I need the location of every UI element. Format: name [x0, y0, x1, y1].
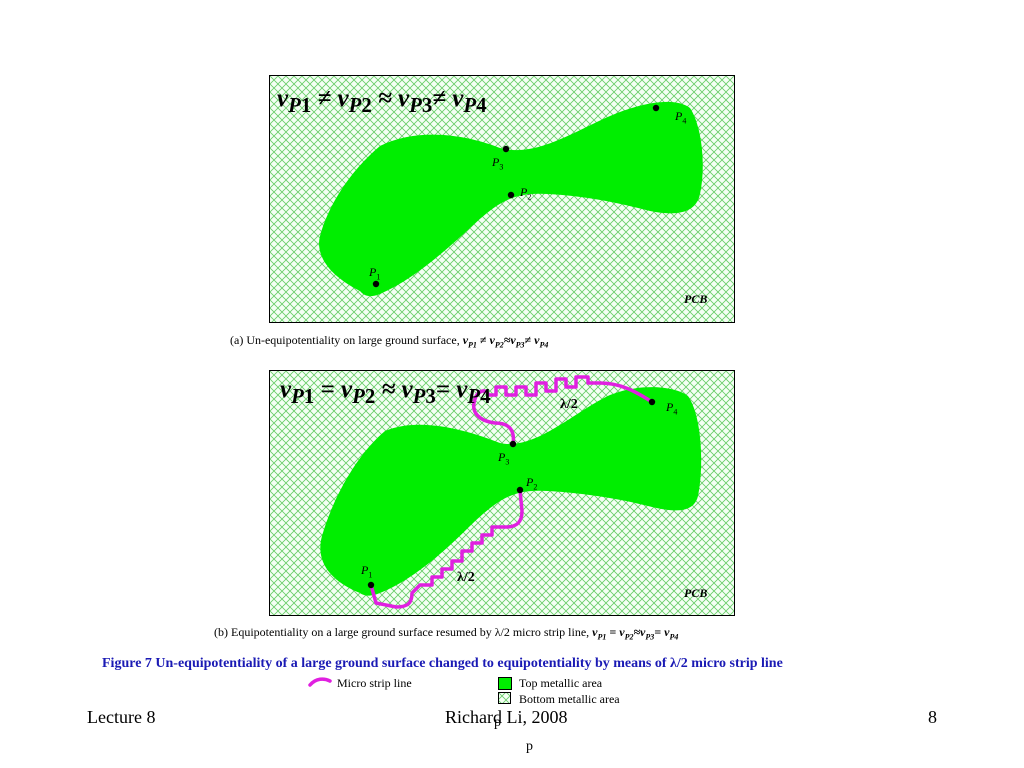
point-p3-dot: [509, 440, 517, 448]
point-p4-dot: [652, 104, 660, 112]
point-p1-dot: [367, 581, 375, 589]
top-metal-legend-swatch: [498, 677, 512, 690]
pcb-label-a: PCB: [684, 292, 708, 306]
point-p4-label: P4: [666, 400, 678, 417]
equation-title-b: vP1 = vP2 ≈ vP3= vP4: [280, 376, 491, 408]
footer-page-number: 8: [928, 707, 937, 727]
point-p1-dot: [372, 280, 380, 288]
legend-micro-strip-label: Micro strip line: [337, 676, 412, 690]
footer-bottom-mark: p: [526, 739, 533, 754]
footer-author: Richard Li, 2008: [445, 707, 568, 727]
pcb-diagram-a: [270, 76, 734, 322]
caption-a: (a) Un-equipotentiality on large ground …: [230, 333, 549, 350]
footer-lecture: Lecture 8: [87, 707, 156, 727]
legend-bottom-metal-label: Bottom metallic area: [519, 692, 620, 706]
point-p3-label: P3: [498, 450, 510, 467]
pcb-panel-b: vP1 = vP2 ≈ vP3= vP4 λ/2 λ/2 P1 P2 P3 P4…: [269, 370, 735, 616]
caption-b: (b) Equipotentiality on a large ground s…: [214, 625, 679, 642]
equation-title-a: vP1 ≠ vP2 ≈ vP3≠ vP4: [277, 85, 487, 117]
lambda-half-label-bottom: λ/2: [457, 570, 475, 585]
figure-caption: Figure 7 Un-equipotentiality of a large …: [102, 656, 783, 671]
pcb-panel-a: vP1 ≠ vP2 ≈ vP3≠ vP4 P1 P2 P3 P4 PCB: [269, 75, 735, 323]
legend-top-metal-label: Top metallic area: [519, 676, 603, 690]
point-p2-label: P2: [526, 475, 538, 492]
pcb-diagram-b: [270, 371, 734, 615]
pcb-label-b: PCB: [684, 586, 708, 600]
point-p1-label: P1: [361, 563, 373, 580]
micro-strip-legend-icon: [308, 677, 332, 687]
point-p3-dot: [502, 145, 510, 153]
point-p2-dot: [516, 486, 524, 494]
top-metallic-area: [320, 387, 702, 596]
top-metallic-area: [319, 101, 703, 297]
point-p2-dot: [507, 191, 515, 199]
micro-strip-line-top: [472, 375, 654, 446]
point-p2-label: P2: [520, 185, 532, 202]
micro-strip-line-bottom: [369, 488, 524, 609]
lambda-half-label-top: λ/2: [560, 397, 578, 412]
bottom-metal-legend-swatch: [498, 692, 511, 704]
footer-overlap-mark: p: [494, 715, 501, 730]
point-p4-dot: [648, 398, 656, 406]
point-p4-label: P4: [675, 109, 687, 126]
point-p1-label: P1: [369, 265, 381, 282]
point-p3-label: P3: [492, 155, 504, 172]
